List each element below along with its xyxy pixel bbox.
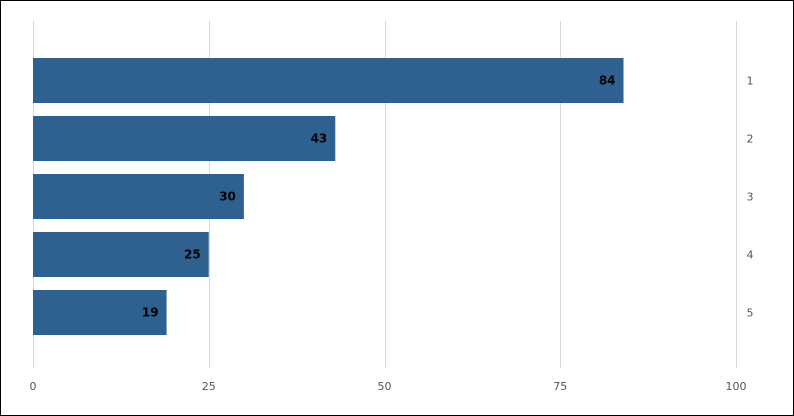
bar <box>33 232 209 277</box>
category-label: 2 <box>747 133 754 146</box>
x-tick-label: 75 <box>553 380 567 393</box>
category-label: 1 <box>747 75 754 88</box>
bar <box>33 290 167 335</box>
bar-value-label: 30 <box>219 190 236 204</box>
x-tick-label: 100 <box>726 380 747 393</box>
bar <box>33 58 624 103</box>
bar <box>33 116 336 161</box>
x-tick-label: 0 <box>30 380 37 393</box>
x-axis-ticks: 0 25 50 75 100 <box>30 380 747 393</box>
bar-value-label: 25 <box>184 248 201 262</box>
bars <box>33 58 624 335</box>
category-label: 4 <box>747 249 754 262</box>
bar-value-label: 84 <box>599 74 616 88</box>
x-tick-label: 25 <box>202 380 216 393</box>
bar-value-label: 43 <box>311 132 328 146</box>
value-labels: 84 43 30 25 19 <box>142 74 616 320</box>
category-labels: 1 2 3 4 5 <box>747 75 754 320</box>
bar <box>33 174 244 219</box>
category-label: 3 <box>747 191 754 204</box>
category-label: 5 <box>747 307 754 320</box>
bar-value-label: 19 <box>142 306 159 320</box>
x-tick-label: 50 <box>378 380 392 393</box>
